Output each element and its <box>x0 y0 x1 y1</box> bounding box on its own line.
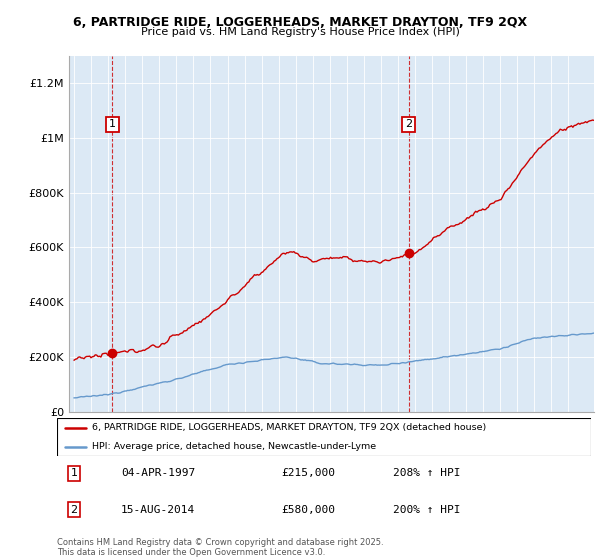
Text: HPI: Average price, detached house, Newcastle-under-Lyme: HPI: Average price, detached house, Newc… <box>92 442 376 451</box>
Text: Contains HM Land Registry data © Crown copyright and database right 2025.
This d: Contains HM Land Registry data © Crown c… <box>57 538 383 557</box>
Text: 200% ↑ HPI: 200% ↑ HPI <box>394 505 461 515</box>
Text: 1: 1 <box>71 468 77 478</box>
Text: 2: 2 <box>405 119 412 129</box>
Text: 04-APR-1997: 04-APR-1997 <box>121 468 196 478</box>
Text: 2: 2 <box>71 505 77 515</box>
Text: £580,000: £580,000 <box>281 505 335 515</box>
Text: 6, PARTRIDGE RIDE, LOGGERHEADS, MARKET DRAYTON, TF9 2QX: 6, PARTRIDGE RIDE, LOGGERHEADS, MARKET D… <box>73 16 527 29</box>
Text: £215,000: £215,000 <box>281 468 335 478</box>
Text: Price paid vs. HM Land Registry's House Price Index (HPI): Price paid vs. HM Land Registry's House … <box>140 27 460 37</box>
Text: 208% ↑ HPI: 208% ↑ HPI <box>394 468 461 478</box>
Text: 6, PARTRIDGE RIDE, LOGGERHEADS, MARKET DRAYTON, TF9 2QX (detached house): 6, PARTRIDGE RIDE, LOGGERHEADS, MARKET D… <box>92 423 486 432</box>
Text: 1: 1 <box>109 119 116 129</box>
Text: 15-AUG-2014: 15-AUG-2014 <box>121 505 196 515</box>
